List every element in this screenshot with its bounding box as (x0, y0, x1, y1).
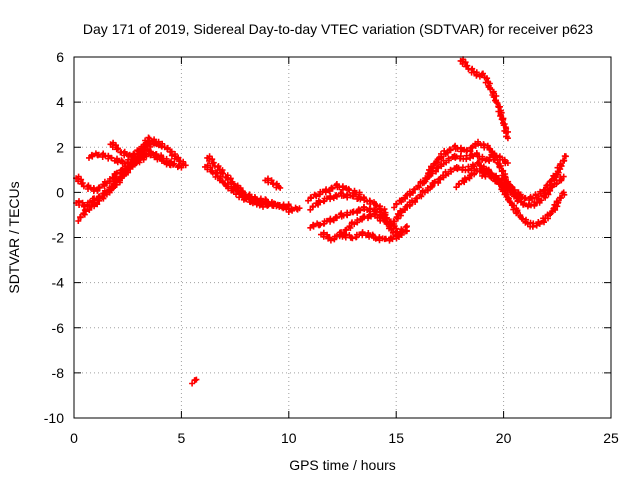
series-track-15 (339, 227, 410, 244)
series-track-5 (107, 134, 163, 161)
data-point-markers (107, 134, 163, 161)
y-tick-label: -2 (52, 230, 65, 246)
data-point-markers (285, 204, 303, 215)
y-tick-label: 2 (56, 139, 64, 155)
data-point-markers (189, 376, 200, 387)
data-point-markers (305, 181, 363, 204)
x-tick-label: 25 (603, 430, 619, 446)
y-tick-label: -4 (52, 275, 65, 291)
x-tick-label: 0 (70, 430, 78, 446)
series-track-20 (479, 153, 569, 203)
series-track-9 (262, 175, 284, 191)
y-tick-label: -6 (52, 320, 65, 336)
y-tick-label: -8 (52, 365, 65, 381)
y-axis-label: SDTVAR / TECUs (6, 181, 22, 293)
series-track-11 (305, 181, 363, 204)
chart-title: Day 171 of 2019, Sidereal Day-to-day VTE… (83, 21, 593, 37)
data-point-markers (318, 210, 410, 244)
data-point-markers (479, 153, 569, 203)
y-tick-label: -10 (44, 410, 64, 426)
x-tick-label: 15 (388, 430, 404, 446)
y-tick-label: 6 (56, 49, 64, 65)
plot-frame (73, 56, 612, 419)
tick-labels: 0 5 10 15 20 25 -10 -8 -6 -4 -2 0 2 4 6 (44, 49, 619, 446)
series-track-22 (189, 376, 200, 387)
series-track-8 (232, 182, 292, 211)
series-track-21 (457, 56, 511, 142)
data-point-markers (339, 227, 410, 244)
data-point-markers (457, 56, 511, 142)
x-tick-label: 20 (496, 430, 512, 446)
x-axis-label: GPS time / hours (289, 457, 396, 473)
series-track-14 (318, 210, 410, 244)
y-tick-label: 0 (56, 184, 64, 200)
series-track-10 (285, 204, 303, 215)
data-point-markers (262, 175, 284, 191)
data-point-markers (307, 190, 389, 216)
x-tick-label: 10 (281, 430, 297, 446)
x-tick-label: 5 (178, 430, 186, 446)
series-track-12 (307, 190, 389, 216)
y-tick-label: 4 (56, 94, 64, 110)
data-point-markers (232, 182, 292, 211)
data-points (73, 56, 569, 387)
